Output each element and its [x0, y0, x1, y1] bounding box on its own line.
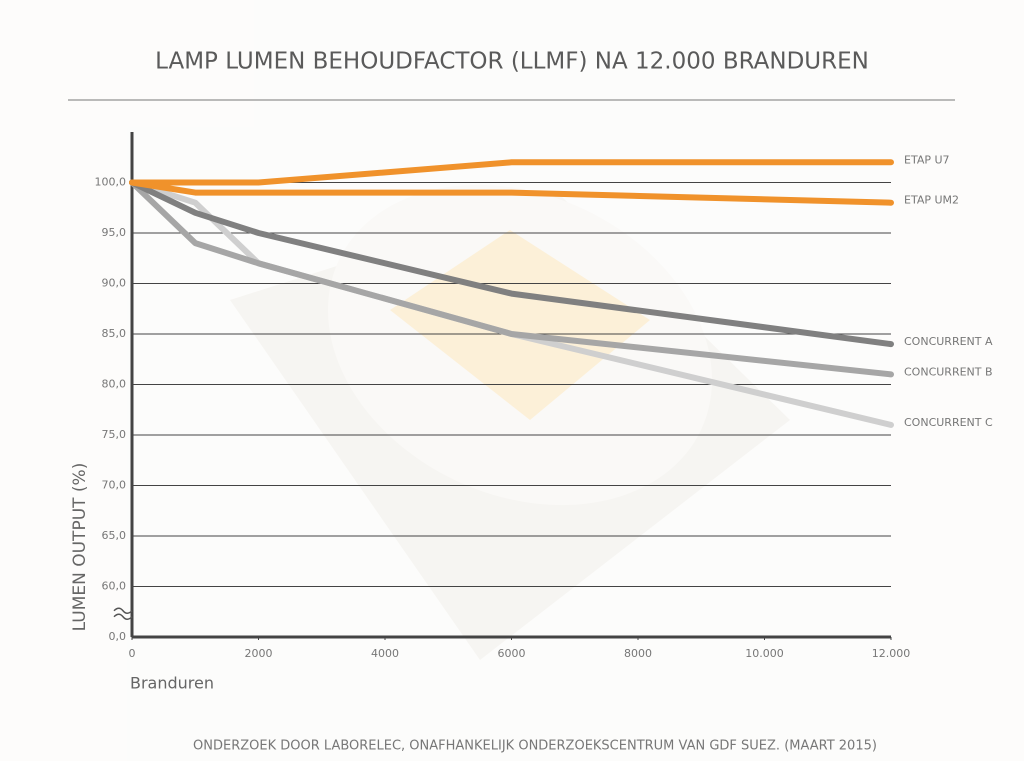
- chart-title: LAMP LUMEN BEHOUDFACTOR (LLMF) NA 12.000…: [155, 49, 869, 75]
- source-note: ONDERZOEK DOOR LABORELEC, ONAFHANKELIJK …: [193, 739, 877, 754]
- x-tick-label: 4000: [371, 647, 399, 660]
- x-axis-label: Branduren: [130, 674, 214, 693]
- series-line: [129, 159, 894, 186]
- y-tick-label: 0,0: [109, 630, 127, 643]
- y-tick-label: 90,0: [102, 277, 127, 290]
- y-tick-label: 75,0: [102, 428, 127, 441]
- y-tick-label: 65,0: [102, 529, 127, 542]
- axis-break: [113, 607, 133, 620]
- y-tick-label: 85,0: [102, 327, 127, 340]
- y-tick-label: 80,0: [102, 378, 127, 391]
- series-label: CONCURRENT B: [904, 365, 993, 378]
- x-tick-label: 12.000: [872, 647, 911, 660]
- series-label: CONCURRENT A: [904, 335, 993, 348]
- series-line: [129, 179, 894, 348]
- x-tick-label: 6000: [498, 647, 526, 660]
- y-tick-label: 100,0: [95, 176, 127, 189]
- series-line: [129, 179, 894, 378]
- series-line: [129, 179, 894, 206]
- x-tick-label: 2000: [245, 647, 273, 660]
- x-tick-label: 10.000: [745, 647, 784, 660]
- series-label: ETAP U7: [904, 153, 950, 166]
- series-label: ETAP UM2: [904, 194, 959, 207]
- series-label: CONCURRENT C: [904, 416, 993, 429]
- y-tick-label: 60,0: [102, 580, 127, 593]
- y-tick-label: 70,0: [102, 479, 127, 492]
- x-tick-label: 0: [129, 647, 136, 660]
- y-axis-label: LUMEN OUTPUT (%): [70, 463, 90, 632]
- x-tick-label: 8000: [624, 647, 652, 660]
- y-tick-label: 95,0: [102, 226, 127, 239]
